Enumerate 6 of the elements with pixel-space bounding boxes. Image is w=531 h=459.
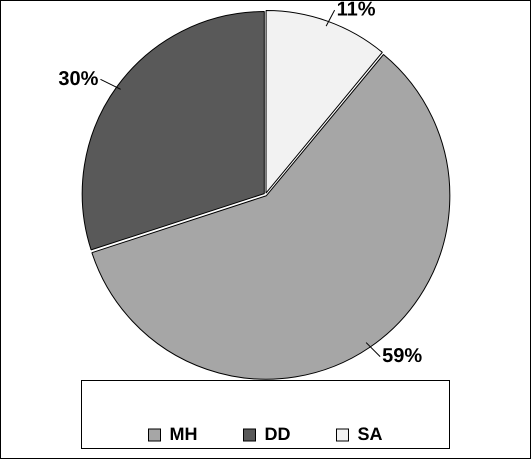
data-label: 30% [58,68,99,90]
data-label: 59% [382,345,422,368]
data-label: 11% [336,0,376,21]
legend-label: DD [264,424,290,444]
legend-label: SA [357,424,383,444]
legend-label: MH [170,424,198,444]
